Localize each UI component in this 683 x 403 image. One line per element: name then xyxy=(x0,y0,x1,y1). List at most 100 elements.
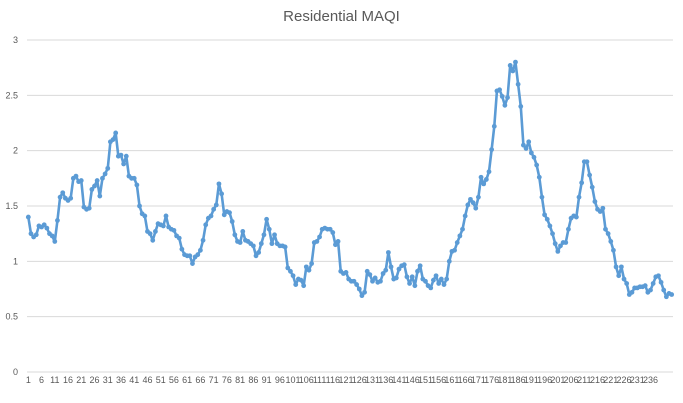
data-point xyxy=(110,137,116,143)
x-tick-label: 31 xyxy=(103,375,113,385)
data-point xyxy=(282,244,288,250)
data-point xyxy=(573,214,579,220)
data-point xyxy=(436,281,442,286)
data-point xyxy=(327,226,333,232)
x-tick-label: 216 xyxy=(590,375,605,385)
data-point xyxy=(92,183,97,189)
data-point xyxy=(613,264,619,270)
data-point xyxy=(163,213,169,219)
data-point xyxy=(417,263,423,269)
x-tick-label: 196 xyxy=(537,375,552,385)
x-tick-label: 91 xyxy=(262,375,272,385)
x-tick-label: 116 xyxy=(326,375,340,385)
data-point xyxy=(576,194,582,200)
data-point xyxy=(44,225,50,231)
x-tick-label: 71 xyxy=(209,375,219,385)
data-point xyxy=(433,273,439,279)
data-point xyxy=(356,286,362,292)
data-point xyxy=(258,241,264,247)
data-point xyxy=(486,169,492,175)
data-point xyxy=(404,274,410,280)
data-point xyxy=(409,274,415,280)
data-point xyxy=(407,281,412,286)
data-point xyxy=(314,239,320,244)
data-point xyxy=(176,235,182,241)
data-point xyxy=(544,216,550,222)
data-point xyxy=(208,213,214,219)
data-point xyxy=(309,261,315,266)
x-tick-label: 176 xyxy=(484,375,499,385)
x-tick-label: 211 xyxy=(577,375,591,385)
x-tick-label: 146 xyxy=(405,375,420,385)
data-point xyxy=(94,178,100,183)
data-point xyxy=(86,205,92,211)
data-point xyxy=(412,283,418,289)
data-point xyxy=(531,154,537,160)
data-point xyxy=(558,243,563,249)
x-tick-label: 36 xyxy=(116,375,126,385)
data-point xyxy=(499,94,505,99)
data-point xyxy=(150,237,156,243)
x-tick-label: 21 xyxy=(76,375,86,385)
data-point xyxy=(380,271,386,276)
x-tick-label: 86 xyxy=(248,375,258,385)
x-tick-label: 156 xyxy=(431,375,446,385)
x-tick-label: 51 xyxy=(156,375,166,385)
data-point xyxy=(550,231,555,237)
x-tick-label: 61 xyxy=(182,375,192,385)
data-point xyxy=(250,243,256,249)
data-point xyxy=(118,152,124,158)
data-point xyxy=(465,202,471,208)
data-point xyxy=(542,212,547,218)
data-point xyxy=(468,196,473,202)
data-point xyxy=(121,161,127,167)
data-point xyxy=(343,270,349,275)
data-point xyxy=(97,193,103,199)
x-tick-label: 1 xyxy=(26,375,31,385)
data-point xyxy=(446,258,452,264)
data-point xyxy=(470,200,476,206)
data-point xyxy=(187,253,193,259)
data-point xyxy=(200,237,206,243)
data-point xyxy=(483,177,489,182)
data-point xyxy=(462,213,468,219)
data-point xyxy=(213,202,219,208)
data-point xyxy=(547,223,553,229)
data-point xyxy=(505,95,510,100)
data-point xyxy=(288,268,293,274)
x-tick-label: 126 xyxy=(352,375,367,385)
data-point xyxy=(579,180,585,186)
data-point xyxy=(552,241,558,247)
data-point xyxy=(611,247,616,253)
data-point xyxy=(608,239,614,244)
data-point xyxy=(216,181,222,187)
data-point xyxy=(663,294,669,300)
data-point xyxy=(147,231,153,237)
data-point xyxy=(219,191,224,197)
data-point xyxy=(669,292,675,297)
data-point xyxy=(642,283,648,289)
data-point xyxy=(460,226,465,232)
data-point xyxy=(256,250,262,255)
x-tick-label: 46 xyxy=(142,375,152,385)
x-tick-label: 106 xyxy=(299,375,314,385)
data-point xyxy=(131,175,137,181)
data-point xyxy=(359,293,365,299)
data-point xyxy=(534,162,540,168)
data-point xyxy=(301,283,307,289)
x-tick-label: 81 xyxy=(235,375,245,385)
data-point xyxy=(481,181,487,187)
data-point xyxy=(317,234,322,240)
data-point xyxy=(227,210,232,216)
x-tick-label: 236 xyxy=(643,375,658,385)
x-tick-label: 206 xyxy=(564,375,579,385)
x-tick-label: 201 xyxy=(550,375,565,385)
series-markers xyxy=(25,59,675,300)
data-point xyxy=(134,182,140,188)
data-point xyxy=(393,275,399,281)
data-point xyxy=(113,130,119,136)
data-point xyxy=(621,276,627,282)
data-point xyxy=(518,104,524,109)
data-point xyxy=(41,222,47,228)
